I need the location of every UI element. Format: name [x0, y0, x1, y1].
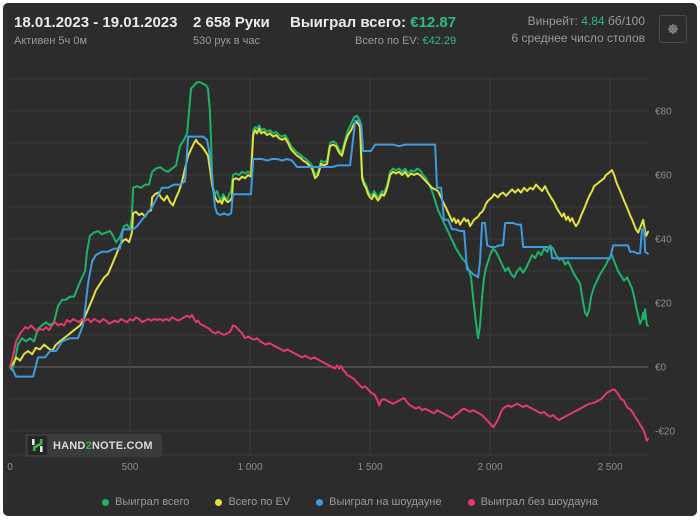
- date-range: 18.01.2023 - 19.01.2023: [14, 14, 178, 31]
- winrate-label: Винрейт:: [527, 14, 578, 28]
- hands-count: 2 658 Руки: [193, 14, 270, 31]
- hands-block: 2 658 Руки 530 рук в час: [193, 13, 290, 49]
- legend-item-0[interactable]: Выиграл всего: [102, 496, 189, 508]
- ev-value: €42.29: [422, 35, 457, 47]
- winnings-chart: €80 €60 €40 €20 €0 -€20 0 500 1 000 1 500 2 000 2 5…: [7, 75, 675, 473]
- x-tick-label: 1 000: [237, 462, 262, 473]
- header: 18.01.2023 - 19.01.2023 Активен 5ч 0м 2 …: [3, 3, 697, 49]
- hand2note-logo-icon: [28, 436, 47, 455]
- series-line-2: [9, 119, 649, 378]
- y-tick-label: €60: [655, 171, 672, 182]
- series-line-1: [9, 121, 649, 368]
- winrate-unit: бб/100: [607, 14, 645, 28]
- legend-dot: [467, 498, 475, 506]
- won-total-block: Выиграл всего: €12.87 Всего по EV: €42.2…: [290, 13, 456, 49]
- legend-item-2[interactable]: Выиграл на шоудауне: [316, 496, 442, 508]
- legend-dot: [102, 498, 110, 506]
- legend-label: Всего по EV: [228, 496, 291, 508]
- app-panel: €80 €60 €40 €20 €0 -€20 0 500 1 000 1 500 2 000 2 5…: [3, 3, 697, 516]
- avg-tables: 6 среднее число столов: [511, 31, 645, 45]
- hands-per-hour: 530 рук в час: [193, 35, 261, 47]
- y-tick-label: -€20: [655, 427, 675, 438]
- won-total-value: €12.87: [410, 14, 457, 31]
- hand2note-logo-text: HAND2NOTE.COM: [53, 439, 153, 452]
- winrate-value: 4.84: [581, 14, 605, 28]
- x-tick-label: 1 500: [357, 462, 382, 473]
- date-range-block: 18.01.2023 - 19.01.2023 Активен 5ч 0м: [14, 13, 193, 49]
- legend-dot: [316, 498, 324, 506]
- y-tick-label: €40: [655, 235, 672, 246]
- x-tick-label: 0: [7, 462, 13, 473]
- x-tick-label: 2 000: [478, 462, 503, 473]
- hand2note-logo: HAND2NOTE.COM: [25, 434, 162, 457]
- series-line-0: [9, 81, 649, 372]
- won-total-label: Выиграл всего:: [290, 14, 407, 31]
- x-tick-label: 2 500: [598, 462, 623, 473]
- legend-item-1[interactable]: Всего по EV: [215, 496, 290, 508]
- legend-dot: [215, 498, 223, 506]
- chart-legend: Выиграл всего Всего по EV Выиграл на шоуда…: [3, 496, 697, 508]
- y-tick-label: €20: [655, 299, 672, 310]
- ev-label: Всего по EV:: [355, 35, 420, 47]
- y-tick-label: €80: [655, 107, 672, 118]
- legend-label: Выиграл всего: [115, 496, 190, 508]
- legend-label: Выиграл на шоудауне: [329, 496, 442, 508]
- x-tick-label: 500: [122, 462, 139, 473]
- active-time: Активен 5ч 0м: [14, 35, 88, 47]
- gear-icon: [668, 24, 678, 34]
- winrate-block: Винрейт: 4.84 бб/100 6 среднее число сто…: [512, 13, 645, 47]
- settings-button[interactable]: [659, 15, 687, 43]
- legend-label: Выиграл без шоудауна: [480, 496, 598, 508]
- series-line-3: [9, 313, 649, 442]
- legend-item-3[interactable]: Выиграл без шоудауна: [467, 496, 598, 508]
- y-tick-label: €0: [655, 363, 667, 374]
